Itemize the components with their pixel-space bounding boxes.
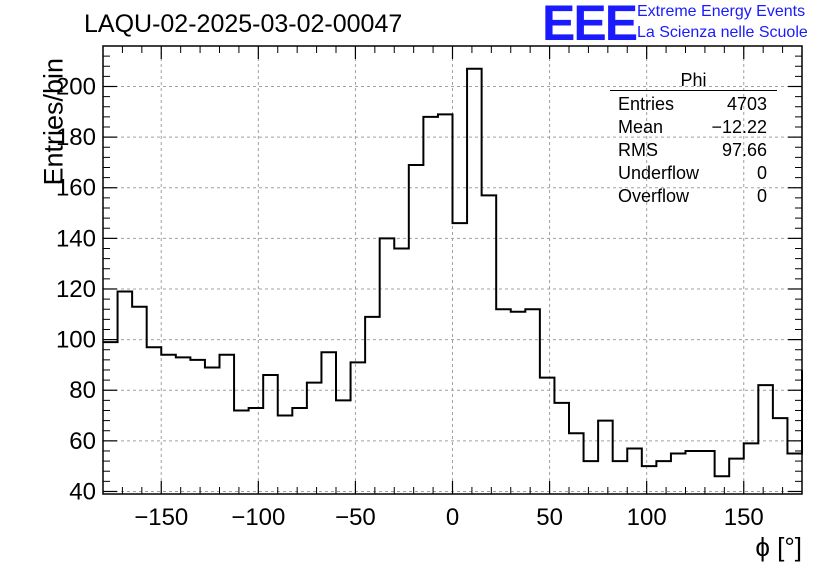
- stats-label: Entries: [618, 94, 675, 114]
- histogram-bin: [453, 223, 468, 494]
- histogram-bin: [365, 317, 380, 494]
- histogram-bin: [118, 292, 133, 494]
- stats-row-rms: RMS 97.66: [610, 139, 777, 162]
- ticks-layer: [102, 45, 803, 494]
- y-tick-label: 200: [56, 73, 96, 100]
- histogram-bin: [613, 461, 628, 494]
- stats-value: 4703: [726, 94, 767, 114]
- histogram-bin: [205, 367, 220, 494]
- histogram-bin: [496, 309, 511, 494]
- histogram-bin: [598, 421, 613, 494]
- histogram-bin: [744, 443, 759, 494]
- histogram-bin: [380, 238, 395, 494]
- stats-box: Phi Entries 4703 Mean −12.22 RMS 97.66 U…: [610, 70, 777, 208]
- x-tick-label: −50: [335, 504, 376, 531]
- stats-title: Phi: [610, 70, 777, 91]
- histogram-bin: [438, 114, 453, 494]
- y-tick-label: 100: [56, 327, 96, 354]
- stats-label: Underflow: [618, 163, 700, 183]
- histogram-bin: [540, 378, 555, 494]
- histogram-bin: [190, 360, 205, 494]
- histogram-bin: [234, 410, 249, 494]
- histogram-bin: [132, 307, 147, 494]
- y-tick-label: 160: [56, 175, 96, 202]
- x-tick-label: −150: [134, 504, 188, 531]
- histogram-bin: [787, 454, 802, 494]
- logo-text-line1: Extreme Energy Events: [637, 3, 806, 20]
- histogram-bin: [671, 454, 686, 494]
- logo-text-line2: La Scienza nelle Scuole: [637, 24, 808, 41]
- x-tick-label: −100: [231, 504, 285, 531]
- y-axis-label: Entries/bin: [38, 57, 69, 186]
- histogram-bin: [642, 466, 657, 494]
- stats-row-overflow: Overflow 0: [610, 185, 777, 208]
- histogram-bin: [729, 459, 744, 494]
- stats-row-entries: Entries 4703: [610, 93, 777, 116]
- histogram-bin: [423, 117, 438, 494]
- x-tick-label: 0: [446, 504, 459, 531]
- histogram-bin: [409, 165, 424, 494]
- tick-labels-layer: −150 −100 −50 0 50 100 150 40 60 80 100 120 140 160 18…: [56, 73, 764, 531]
- stats-value: 97.66: [721, 140, 767, 160]
- stats-row-mean: Mean −12.22: [610, 116, 777, 139]
- histogram-bin: [220, 355, 235, 494]
- y-tick-label: 60: [69, 428, 96, 455]
- y-tick-label: 140: [56, 225, 96, 252]
- histogram-bin: [278, 416, 293, 494]
- histogram-bin: [161, 355, 176, 494]
- y-tick-label: 80: [69, 377, 96, 404]
- histogram-bin: [482, 195, 497, 494]
- histogram-bin: [263, 375, 278, 494]
- histogram-bin: [569, 433, 584, 494]
- histogram-bin: [351, 362, 366, 494]
- stats-row-underflow: Underflow 0: [610, 162, 777, 185]
- histogram-series: [103, 67, 803, 478]
- histogram-bin: [511, 312, 526, 494]
- histogram-bin: [292, 408, 307, 494]
- histogram-bin: [758, 385, 773, 494]
- histogram-bin: [584, 461, 599, 494]
- histogram-bin: [147, 347, 162, 494]
- histogram-bin: [525, 309, 540, 494]
- y-tick-label: 120: [56, 276, 96, 303]
- x-tick-label: 150: [724, 504, 764, 531]
- histogram-bin: [176, 357, 191, 494]
- histogram-bin: [656, 461, 671, 494]
- stats-value: 0: [756, 163, 767, 183]
- x-axis-label: ϕ [°]: [755, 532, 802, 562]
- stats-label: Overflow: [618, 186, 690, 206]
- stats-label: Mean: [618, 117, 664, 137]
- histogram-bin: [686, 451, 701, 494]
- histogram-bin: [467, 69, 482, 494]
- x-tick-label: 50: [536, 504, 563, 531]
- histogram-bin: [336, 400, 351, 494]
- y-tick-label: 40: [69, 478, 96, 505]
- stats-value: 0: [756, 186, 767, 206]
- histogram-bin: [394, 248, 409, 494]
- histogram-bin: [700, 451, 715, 494]
- histogram-bin: [103, 342, 118, 494]
- eee-logo: EEE: [542, 0, 638, 51]
- histogram-bin: [249, 408, 264, 494]
- histogram-bin: [773, 418, 788, 494]
- histogram-bin: [627, 448, 642, 494]
- histogram-bin: [307, 383, 322, 494]
- histogram-bin: [321, 352, 336, 494]
- stats-value: −12.22: [711, 117, 767, 137]
- chart-title: LAQU-02-2025-03-02-00047: [84, 10, 403, 38]
- stats-label: RMS: [618, 140, 658, 160]
- x-tick-label: 100: [627, 504, 667, 531]
- y-tick-label: 180: [56, 124, 96, 151]
- histogram-bin: [554, 403, 569, 494]
- histogram-bin: [715, 476, 730, 494]
